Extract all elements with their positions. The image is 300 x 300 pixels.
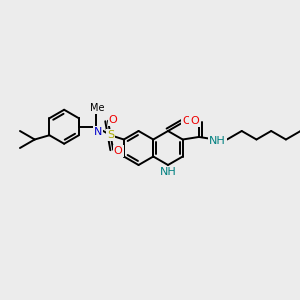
Text: O: O — [190, 116, 199, 126]
Text: O: O — [114, 146, 122, 156]
Text: O: O — [109, 115, 117, 125]
Text: NH: NH — [209, 136, 226, 146]
Text: Me: Me — [90, 103, 104, 113]
Text: N: N — [94, 127, 102, 137]
Text: O: O — [182, 116, 191, 127]
Text: S: S — [107, 130, 114, 140]
Text: NH: NH — [160, 167, 176, 177]
